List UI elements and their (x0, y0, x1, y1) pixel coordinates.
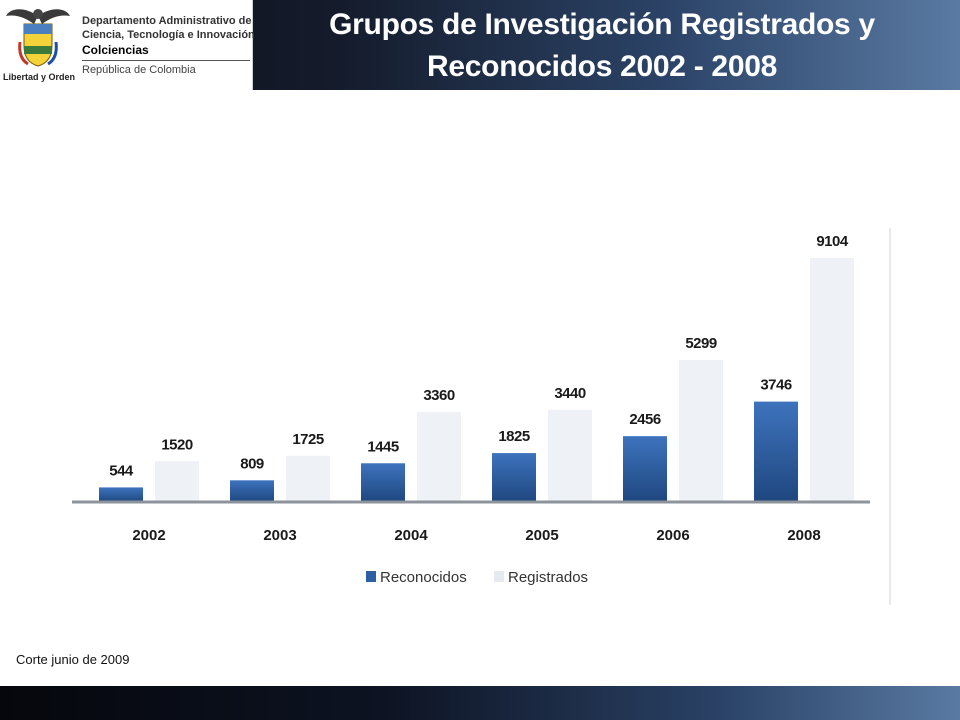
bar-registrados-2004 (417, 411, 461, 502)
bar-reconocidos-2008 (754, 401, 798, 502)
bar-chart: 544 1520 2002 809 1725 2003 1445 3360 2004 1825 34… (72, 228, 891, 605)
data-label-registrados-2004: 3360 (423, 387, 455, 404)
org-divider (82, 60, 250, 61)
x-tick-label-2003: 2003 (263, 527, 296, 544)
org-line-2: Ciencia, Tecnología e Innovación (82, 29, 255, 41)
bar-registrados-2005 (548, 409, 592, 502)
bar-reconocidos-2002 (99, 487, 143, 502)
bar-registrados-2008 (810, 258, 854, 502)
org-line-1: Departamento Administrativo de (82, 15, 252, 27)
footnote: Corte junio de 2009 (16, 652, 130, 667)
page-title: Grupos de Investigación Registrados y Re… (262, 4, 942, 88)
data-label-registrados-2003: 1725 (292, 431, 324, 448)
bar-reconocidos-2003 (230, 480, 274, 502)
bar-reconocidos-2005 (492, 453, 536, 502)
bar-registrados-2003 (286, 455, 330, 502)
data-label-registrados-2006: 5299 (685, 335, 717, 352)
data-label-reconocidos-2005: 1825 (498, 428, 530, 445)
legend-label-reconocidos: Reconocidos (380, 569, 467, 586)
bar-registrados-2002 (155, 461, 199, 502)
data-label-reconocidos-2003: 809 (240, 455, 264, 472)
legend-swatch-reconocidos (366, 571, 376, 582)
org-name: Colciencias (82, 43, 149, 57)
bar-reconocidos-2004 (361, 463, 405, 502)
data-label-reconocidos-2002: 544 (109, 462, 134, 479)
x-tick-label-2006: 2006 (656, 527, 689, 544)
footer-band (0, 686, 960, 720)
bar-reconocidos-2006 (623, 436, 667, 502)
data-label-registrados-2005: 3440 (554, 385, 586, 402)
legend-label-registrados: Registrados (508, 569, 588, 586)
x-tick-label-2004: 2004 (394, 527, 428, 544)
bar-registrados-2006 (679, 359, 723, 502)
x-tick-label-2005: 2005 (525, 527, 558, 544)
x-tick-label-2008: 2008 (787, 527, 820, 544)
organization-block: Departamento Administrativo de Ciencia, … (82, 14, 255, 77)
page-title-line-2: Reconocidos 2002 - 2008 (427, 50, 777, 83)
data-label-reconocidos-2008: 3746 (760, 377, 792, 394)
data-label-reconocidos-2006: 2456 (629, 411, 661, 428)
data-label-registrados-2002: 1520 (161, 436, 193, 453)
logo-panel: Libertad y Orden Departamento Administra… (0, 0, 255, 90)
data-label-registrados-2008: 9104 (816, 233, 849, 250)
x-tick-label-2002: 2002 (132, 527, 165, 544)
coat-of-arms-icon (6, 9, 70, 67)
org-country: República de Colombia (82, 64, 196, 76)
data-label-reconocidos-2004: 1445 (367, 438, 399, 455)
page-title-line-1: Grupos de Investigación Registrados y (329, 8, 875, 41)
legend-swatch-registrados (494, 571, 504, 582)
motto-text: Libertad y Orden (2, 72, 75, 82)
